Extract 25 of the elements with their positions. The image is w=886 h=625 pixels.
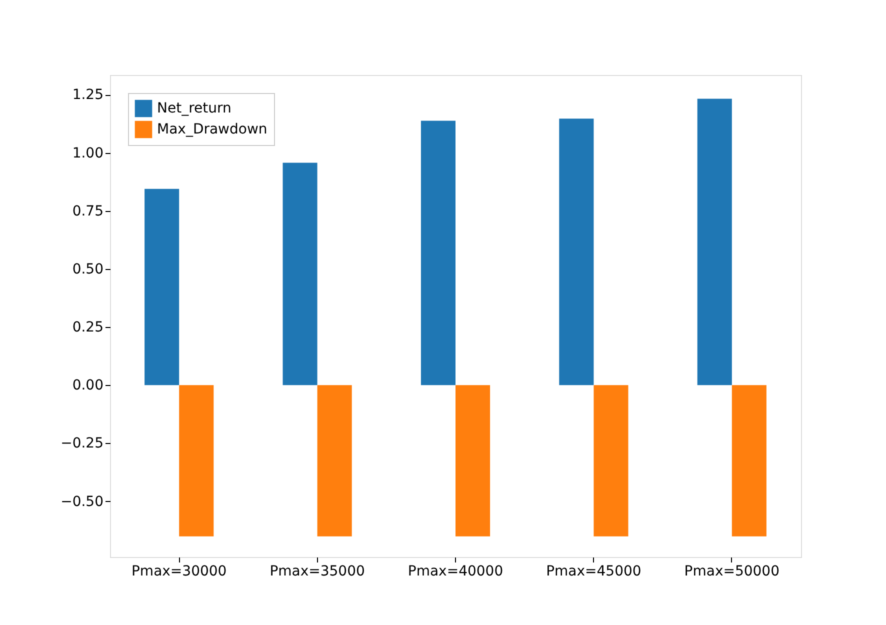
bar xyxy=(282,162,318,386)
bar xyxy=(559,118,594,386)
y-tick-label: −0.50 xyxy=(60,494,104,510)
y-tick-label: 1.25 xyxy=(72,87,104,104)
bar xyxy=(317,385,352,536)
x-tick-label: Pmax=40000 xyxy=(408,564,504,580)
y-tick-label: −0.25 xyxy=(60,436,104,452)
bar xyxy=(420,120,456,386)
x-tick-label: Pmax=50000 xyxy=(684,564,780,580)
bar xyxy=(144,188,180,386)
y-tick-label: 0.75 xyxy=(72,203,104,220)
legend-label: Max_Drawdown xyxy=(157,122,268,138)
y-tick-label: 1.00 xyxy=(72,145,104,162)
x-tick-label: Pmax=45000 xyxy=(546,564,642,580)
bar xyxy=(594,385,628,536)
y-tick-label: 0.50 xyxy=(72,261,104,278)
bar xyxy=(179,385,214,536)
bar xyxy=(456,385,490,536)
bar xyxy=(697,98,732,386)
x-tick-label: Pmax=30000 xyxy=(131,564,227,580)
legend-label: Net_return xyxy=(157,100,232,116)
x-tick-label: Pmax=35000 xyxy=(270,564,365,580)
y-tick-label: 0.25 xyxy=(72,320,104,336)
y-tick-label: 0.00 xyxy=(72,378,104,394)
bar xyxy=(732,385,766,536)
